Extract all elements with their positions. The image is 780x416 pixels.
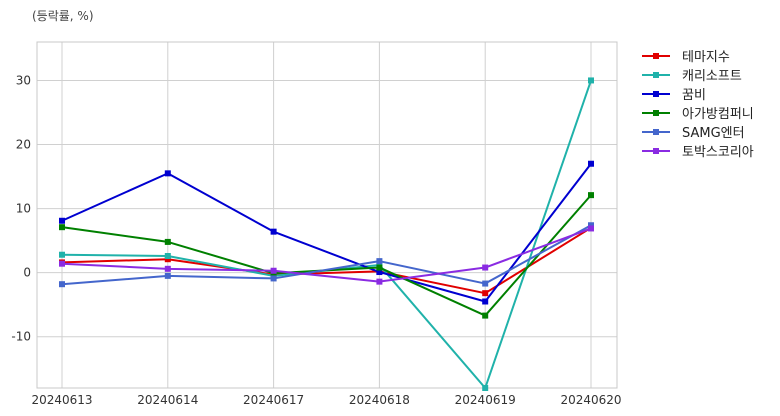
legend-marker [653, 72, 659, 78]
data-point [482, 264, 489, 271]
x-tick-label: 20240613 [31, 393, 92, 407]
legend-item: 테마지수 [642, 50, 730, 65]
data-point [482, 298, 489, 305]
y-tick-label: 0 [23, 266, 31, 280]
plot-background [37, 42, 617, 388]
series-5 [59, 222, 594, 288]
data-point [482, 385, 489, 391]
legend-marker [653, 148, 659, 154]
legend-item: 아가방컴퍼니 [642, 107, 754, 122]
y-tick-label: -10 [11, 330, 31, 344]
data-point [164, 170, 171, 177]
y-tick-label: 20 [16, 138, 31, 152]
legend-marker [653, 53, 659, 59]
legend-label: 꿈비 [682, 88, 706, 103]
series-line [61, 224, 592, 286]
series-3 [59, 160, 594, 305]
data-point [376, 258, 383, 265]
legend-marker [653, 129, 659, 135]
legend-item: 토박스코리아 [642, 145, 754, 160]
data-point [59, 260, 65, 267]
data-point [588, 77, 594, 84]
x-tick-label: 20240620 [560, 393, 621, 407]
data-point [376, 278, 383, 285]
data-point [270, 275, 277, 282]
plot-area: -10 0 10 20 30 20240613 20240614 20240617 202406… [11, 41, 622, 407]
data-point [588, 192, 594, 199]
data-point [588, 225, 594, 232]
legend-marker [653, 110, 659, 116]
series-line [61, 226, 592, 295]
legend-label: 캐리소프트 [682, 69, 742, 84]
series-6 [59, 225, 594, 285]
data-point [376, 269, 383, 276]
data-point [270, 267, 277, 274]
legend-label: 아가방컴퍼니 [682, 107, 754, 122]
data-point [164, 256, 171, 263]
data-point [482, 280, 489, 287]
plot-frame [36, 41, 618, 389]
legend-item: 캐리소프트 [642, 69, 742, 84]
data-point [59, 224, 65, 231]
unit-label: (등락률, %) [32, 9, 94, 23]
x-tick-label: 20240618 [349, 393, 410, 407]
series-line [61, 163, 592, 303]
legend-label: 테마지수 [682, 50, 730, 65]
series-line [61, 227, 592, 283]
x-tick-label: 20240619 [455, 393, 516, 407]
data-point [482, 312, 489, 319]
data-point [270, 228, 277, 235]
data-point [588, 160, 594, 167]
data-point [376, 264, 383, 271]
data-point [164, 265, 171, 272]
x-tick-label: 20240617 [243, 393, 304, 407]
data-point [164, 272, 171, 279]
legend-item: 꿈비 [642, 88, 706, 103]
data-point [59, 217, 65, 224]
legend-item: SAMG엔터 [642, 126, 745, 141]
data-point [482, 290, 489, 297]
data-point [59, 281, 65, 288]
data-point [164, 253, 171, 260]
data-point [588, 222, 594, 229]
legend-marker [653, 91, 659, 97]
y-tick-label: 30 [16, 73, 31, 87]
legend-label: 토박스코리아 [682, 145, 754, 160]
data-point [59, 251, 65, 258]
legend-label: SAMG엔터 [682, 126, 745, 141]
y-tick-label: 10 [16, 202, 31, 216]
data-point [164, 238, 171, 245]
x-tick-label: 20240614 [137, 393, 198, 407]
